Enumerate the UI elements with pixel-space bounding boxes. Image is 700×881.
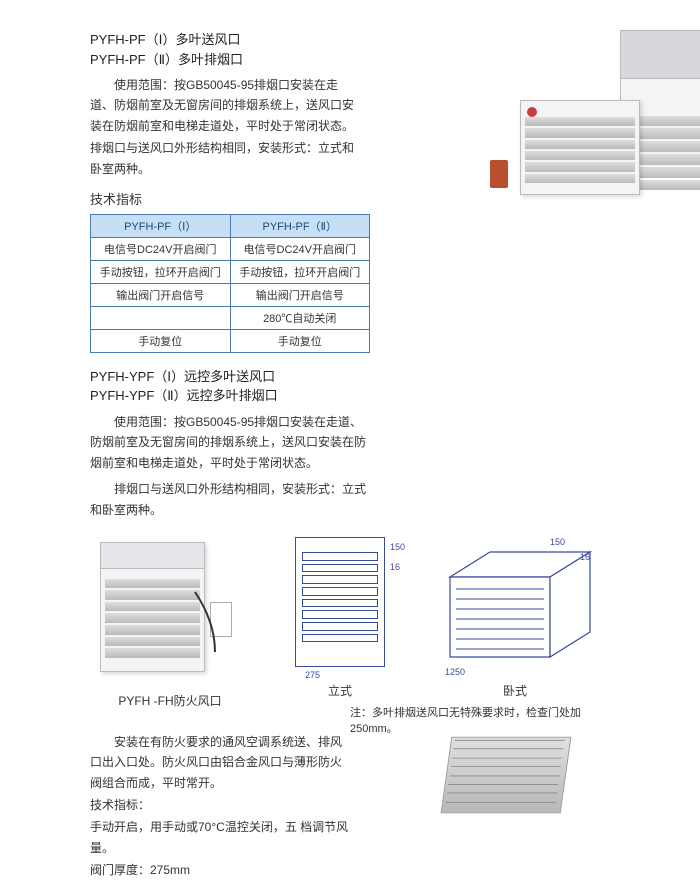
caption-vertical: 立式	[315, 682, 365, 699]
diagram-horizontal	[430, 537, 600, 677]
cell: 手动按钮，拉环开启阀门	[230, 260, 370, 283]
cell	[91, 306, 231, 329]
section2-title1: PYFH-YPF（Ⅰ）远控多叶送风口	[90, 367, 610, 387]
s3-p4: 阀门厚度：275mm	[90, 860, 350, 880]
cell: 280℃自动关闭	[230, 306, 370, 329]
caption-photo: PYFH -FH防火风口	[110, 692, 230, 709]
cell: 输出阀门开启信号	[230, 283, 370, 306]
spec-table: PYFH-PF（Ⅰ） PYFH-PF（Ⅱ） 电信号DC24V开启阀门电信号DC2…	[90, 214, 370, 353]
diagram-vertical	[295, 537, 385, 667]
cell: 手动复位	[230, 329, 370, 352]
section2-p2: 排烟口与送风口外形结构相同，安装形式：立式和卧室两种。	[90, 479, 370, 520]
s3-p2: 技术指标：	[90, 795, 350, 815]
th-col1: PYFH-PF（Ⅰ）	[91, 214, 231, 237]
th-col2: PYFH-PF（Ⅱ）	[230, 214, 370, 237]
product-image-top	[500, 30, 700, 240]
caption-horizontal: 卧式	[490, 682, 540, 699]
fire-damper-image	[440, 722, 570, 832]
s3-p1: 安装在有防火要求的通风空调系统送、排风口出入口处。防火风口由铝合金风口与薄形防火…	[90, 732, 350, 793]
cell: 电信号DC24V开启阀门	[230, 237, 370, 260]
section2-p1: 使用范围：按GB50045-95排烟口安装在走道、防烟前室及无窗房间的排烟系统上…	[90, 412, 370, 473]
cell: 电信号DC24V开启阀门	[91, 237, 231, 260]
section-3: 安装在有防火要求的通风空调系统送、排风口出入口处。防火风口由铝合金风口与薄形防火…	[90, 732, 610, 881]
middle-images: 150 16 275 150 16 1250 PYFH -FH防火风口 立式 卧…	[90, 532, 610, 722]
section1-p2: 排烟口与送风口外形结构相同，安装形式：立式和卧室两种。	[90, 138, 360, 179]
section-2: PYFH-YPF（Ⅰ）远控多叶送风口 PYFH-YPF（Ⅱ）远控多叶排烟口 使用…	[90, 367, 610, 520]
section2-title2: PYFH-YPF（Ⅱ）远控多叶排烟口	[90, 386, 610, 406]
cell: 手动按钮，拉环开启阀门	[91, 260, 231, 283]
cell: 输出阀门开启信号	[91, 283, 231, 306]
cable-icon	[185, 582, 235, 662]
cell: 手动复位	[91, 329, 231, 352]
section1-p1: 使用范围：按GB50045-95排烟口安装在走道、防烟前室及无窗房间的排烟系统上…	[90, 75, 360, 136]
